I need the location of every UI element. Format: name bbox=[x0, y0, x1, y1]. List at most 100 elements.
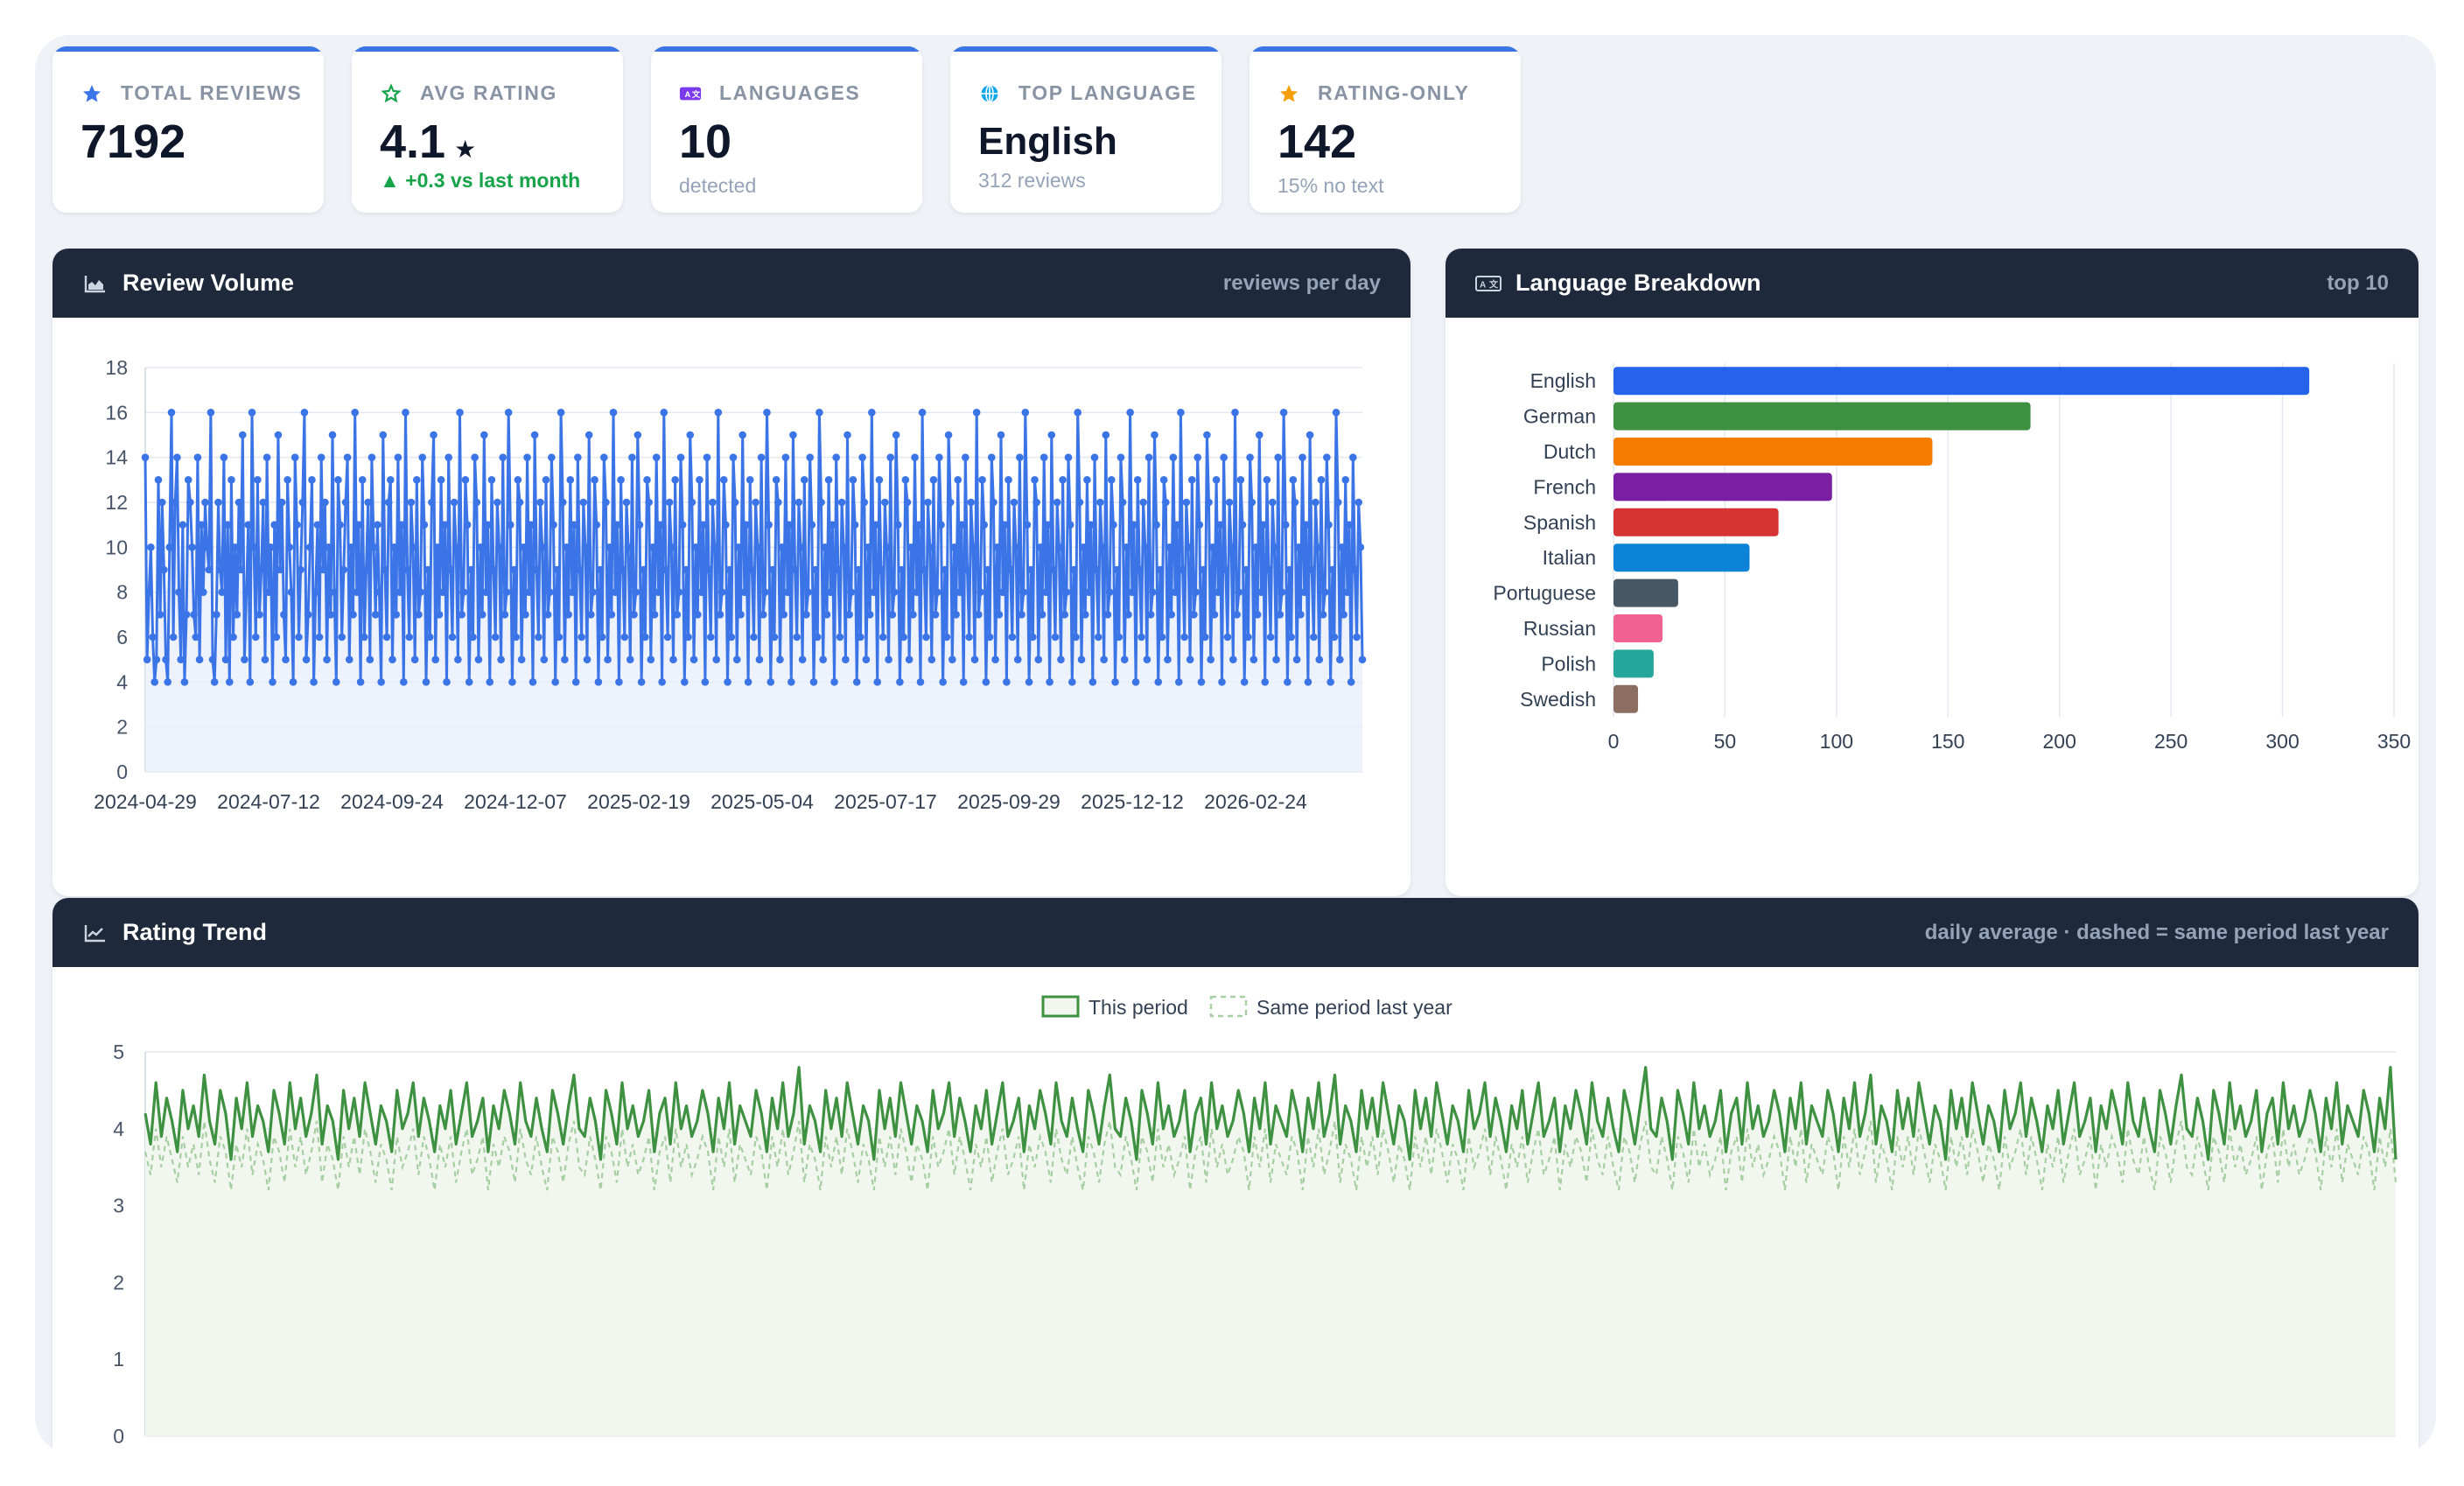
card-meta: reviews per day bbox=[1222, 270, 1381, 295]
data-point bbox=[1164, 655, 1172, 663]
data-point bbox=[535, 633, 542, 641]
data-point bbox=[141, 453, 150, 461]
data-point bbox=[484, 521, 492, 529]
data-point bbox=[1167, 611, 1176, 619]
data-point bbox=[1338, 543, 1346, 551]
data-point bbox=[1083, 476, 1091, 484]
bar-swedish bbox=[1614, 684, 1639, 713]
data-point bbox=[487, 476, 496, 484]
data-point bbox=[967, 498, 976, 507]
data-point bbox=[428, 498, 436, 507]
data-point bbox=[550, 521, 557, 529]
data-point bbox=[1006, 565, 1014, 574]
data-point bbox=[1276, 611, 1284, 619]
data-point bbox=[508, 678, 516, 686]
data-point bbox=[1074, 409, 1082, 417]
svg-text:A: A bbox=[1480, 280, 1486, 290]
data-point bbox=[718, 588, 726, 596]
data-point bbox=[1294, 543, 1303, 551]
data-point bbox=[850, 521, 859, 529]
data-point bbox=[753, 543, 762, 551]
data-point bbox=[811, 565, 820, 574]
data-point bbox=[873, 678, 882, 686]
kpi-card-rating-only: RATING-ONLY 142 15% no text bbox=[1250, 46, 1521, 213]
kpi-value: 142 bbox=[1278, 116, 1357, 168]
data-point bbox=[948, 655, 956, 663]
data-point bbox=[942, 633, 951, 641]
data-point bbox=[1102, 431, 1110, 439]
data-point bbox=[375, 588, 383, 596]
data-point bbox=[628, 453, 636, 461]
data-point bbox=[1179, 565, 1186, 574]
data-point bbox=[195, 655, 204, 663]
data-point bbox=[933, 588, 942, 596]
data-point bbox=[928, 655, 936, 663]
data-point bbox=[589, 588, 597, 596]
data-point bbox=[1012, 543, 1020, 551]
kpi-sub: 15% no text bbox=[1278, 174, 1384, 197]
data-point bbox=[993, 543, 1001, 551]
data-point bbox=[722, 521, 730, 529]
data-point bbox=[714, 409, 723, 417]
data-point bbox=[476, 543, 485, 551]
data-point bbox=[561, 655, 569, 663]
data-point bbox=[1152, 521, 1160, 529]
data-point bbox=[778, 543, 786, 551]
data-point bbox=[1328, 565, 1337, 574]
x-tick-label: 100 bbox=[1820, 730, 1853, 753]
kpi-value: English bbox=[978, 120, 1117, 163]
data-point bbox=[203, 543, 211, 551]
data-point bbox=[536, 498, 544, 507]
data-point bbox=[1200, 633, 1209, 641]
data-point bbox=[1019, 588, 1027, 596]
data-point bbox=[944, 431, 953, 439]
y-tick-label: 5 bbox=[113, 1041, 124, 1063]
data-point bbox=[1118, 498, 1127, 507]
data-point bbox=[317, 453, 326, 461]
data-point bbox=[277, 498, 286, 507]
x-tick-label: 2024-07-12 bbox=[217, 790, 320, 813]
x-tick-label: 200 bbox=[2043, 730, 2076, 753]
data-point bbox=[800, 476, 808, 484]
data-point bbox=[1187, 476, 1196, 484]
data-point bbox=[538, 543, 546, 551]
card-header: Review Volume reviews per day bbox=[52, 249, 1410, 318]
data-point bbox=[409, 543, 417, 551]
data-point bbox=[1149, 588, 1157, 596]
y-tick-label: 0 bbox=[116, 761, 128, 783]
legend-label: This period bbox=[1088, 996, 1188, 1019]
data-point bbox=[617, 476, 625, 484]
data-point bbox=[620, 633, 629, 641]
x-tick-label: 0 bbox=[1608, 730, 1620, 753]
data-point bbox=[883, 543, 891, 551]
kpi-sub: detected bbox=[679, 174, 757, 197]
data-point bbox=[1284, 678, 1292, 686]
data-point bbox=[735, 543, 743, 551]
data-point bbox=[407, 498, 416, 507]
y-tick-label: 4 bbox=[113, 1118, 124, 1140]
data-point bbox=[144, 588, 153, 596]
data-point bbox=[1340, 611, 1348, 619]
data-point bbox=[1087, 521, 1095, 529]
data-point bbox=[306, 543, 314, 551]
data-point bbox=[578, 633, 585, 641]
data-point bbox=[1358, 655, 1367, 663]
data-point bbox=[905, 655, 914, 663]
data-point bbox=[184, 476, 192, 484]
data-point bbox=[839, 543, 848, 551]
data-point bbox=[448, 633, 457, 641]
data-point bbox=[1289, 476, 1298, 484]
data-point bbox=[295, 633, 303, 641]
data-point bbox=[236, 565, 245, 574]
data-point bbox=[340, 565, 348, 574]
data-point bbox=[500, 611, 509, 619]
data-point bbox=[1251, 543, 1260, 551]
data-point bbox=[285, 543, 294, 551]
data-point bbox=[1236, 476, 1245, 484]
x-tick-label: 150 bbox=[1931, 730, 1964, 753]
data-point bbox=[969, 543, 977, 551]
data-point bbox=[676, 453, 685, 461]
data-point bbox=[591, 476, 598, 484]
y-tick-label: 14 bbox=[105, 446, 128, 469]
data-point bbox=[794, 498, 803, 507]
